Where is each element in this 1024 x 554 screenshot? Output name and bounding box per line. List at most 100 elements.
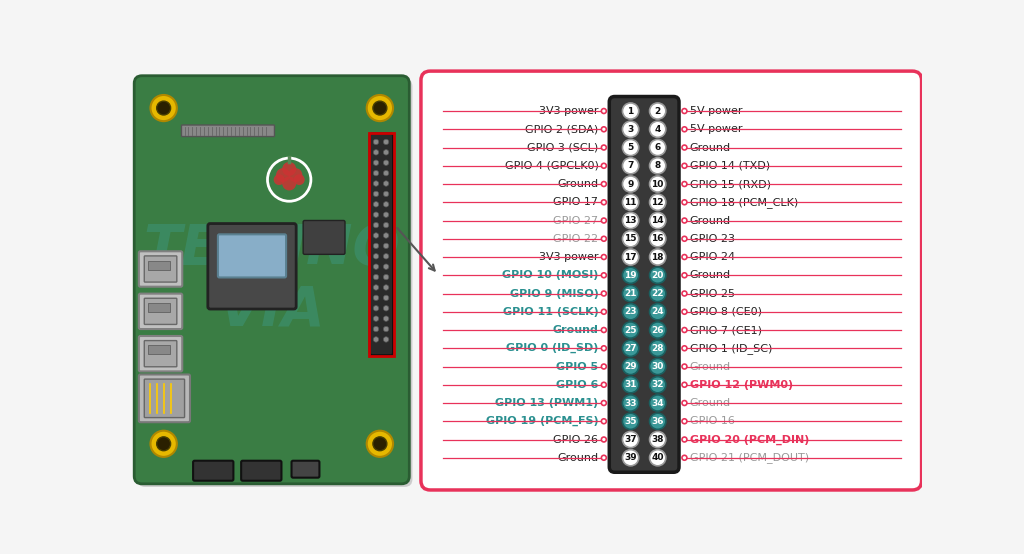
Circle shape: [682, 455, 687, 460]
FancyBboxPatch shape: [144, 379, 184, 418]
Text: 38: 38: [651, 435, 664, 444]
Circle shape: [682, 218, 687, 223]
Circle shape: [601, 364, 606, 369]
Text: 18: 18: [651, 253, 664, 261]
Circle shape: [601, 346, 606, 351]
FancyBboxPatch shape: [139, 336, 182, 371]
FancyBboxPatch shape: [292, 461, 319, 478]
Circle shape: [682, 254, 687, 259]
Text: 34: 34: [651, 398, 664, 408]
Circle shape: [649, 212, 666, 229]
Text: 30: 30: [651, 362, 664, 371]
Text: 20: 20: [651, 271, 664, 280]
Circle shape: [374, 191, 379, 197]
Circle shape: [623, 432, 639, 448]
Circle shape: [383, 171, 389, 176]
Circle shape: [649, 267, 666, 283]
Circle shape: [623, 450, 639, 466]
Circle shape: [623, 158, 639, 174]
Circle shape: [374, 254, 379, 259]
Circle shape: [601, 382, 606, 387]
Circle shape: [283, 177, 296, 191]
Circle shape: [682, 145, 687, 150]
Text: 32: 32: [651, 380, 664, 389]
Circle shape: [649, 194, 666, 211]
Circle shape: [374, 295, 379, 301]
Circle shape: [623, 377, 639, 393]
FancyBboxPatch shape: [241, 461, 282, 481]
Text: TECHNO
VIA: TECHNO VIA: [143, 222, 400, 338]
Circle shape: [623, 285, 639, 301]
Text: 21: 21: [625, 289, 637, 298]
Bar: [369, 133, 394, 356]
Circle shape: [649, 377, 666, 393]
Text: GPIO 23: GPIO 23: [690, 234, 735, 244]
Circle shape: [374, 171, 379, 176]
Text: 23: 23: [625, 307, 637, 316]
Circle shape: [623, 230, 639, 247]
Text: 9: 9: [628, 179, 634, 188]
Circle shape: [383, 233, 389, 238]
Circle shape: [601, 218, 606, 223]
Text: 8: 8: [654, 161, 660, 170]
Text: 27: 27: [625, 344, 637, 353]
FancyBboxPatch shape: [144, 256, 177, 282]
Circle shape: [276, 168, 290, 182]
Circle shape: [649, 158, 666, 174]
Circle shape: [649, 176, 666, 192]
Circle shape: [623, 103, 639, 119]
Text: GPIO 10 (MOSI): GPIO 10 (MOSI): [502, 270, 598, 280]
Text: 16: 16: [651, 234, 664, 243]
Circle shape: [623, 395, 639, 411]
Circle shape: [623, 413, 639, 429]
Text: 11: 11: [625, 198, 637, 207]
Circle shape: [601, 237, 606, 241]
Circle shape: [374, 212, 379, 217]
Text: 19: 19: [625, 271, 637, 280]
Text: 36: 36: [651, 417, 664, 426]
Circle shape: [374, 150, 379, 155]
Text: 5V power: 5V power: [690, 106, 742, 116]
Text: GPIO 12 (PWM0): GPIO 12 (PWM0): [690, 379, 793, 390]
Circle shape: [649, 121, 666, 137]
Circle shape: [682, 364, 687, 369]
Circle shape: [601, 109, 606, 114]
Circle shape: [374, 160, 379, 166]
Text: 31: 31: [625, 380, 637, 389]
Text: GPIO 11 (SCLK): GPIO 11 (SCLK): [503, 307, 598, 317]
Text: GPIO 15 (RXD): GPIO 15 (RXD): [690, 179, 771, 189]
Text: 7: 7: [628, 161, 634, 170]
Circle shape: [383, 191, 389, 197]
Text: Ground: Ground: [690, 398, 731, 408]
Circle shape: [682, 163, 687, 168]
Circle shape: [374, 243, 379, 249]
Circle shape: [682, 419, 687, 424]
Text: 15: 15: [625, 234, 637, 243]
Circle shape: [649, 413, 666, 429]
Circle shape: [601, 309, 606, 314]
FancyBboxPatch shape: [181, 125, 274, 136]
Circle shape: [601, 254, 606, 259]
Text: GPIO 6: GPIO 6: [556, 379, 598, 390]
Text: Ground: Ground: [557, 179, 598, 189]
Circle shape: [649, 103, 666, 119]
Text: 28: 28: [651, 344, 664, 353]
Circle shape: [682, 109, 687, 114]
Circle shape: [649, 285, 666, 301]
Text: 22: 22: [651, 289, 664, 298]
Circle shape: [623, 212, 639, 229]
Circle shape: [383, 243, 389, 249]
Text: 14: 14: [651, 216, 664, 225]
FancyBboxPatch shape: [303, 220, 345, 254]
Circle shape: [383, 212, 389, 217]
Circle shape: [601, 327, 606, 332]
Circle shape: [623, 121, 639, 137]
Circle shape: [649, 340, 666, 356]
Circle shape: [373, 101, 387, 115]
Circle shape: [367, 430, 393, 457]
Text: GPIO 24: GPIO 24: [690, 252, 735, 262]
Circle shape: [373, 437, 387, 451]
Circle shape: [682, 291, 687, 296]
Text: GPIO 21 (PCM_DOUT): GPIO 21 (PCM_DOUT): [690, 452, 809, 463]
Text: 12: 12: [651, 198, 664, 207]
